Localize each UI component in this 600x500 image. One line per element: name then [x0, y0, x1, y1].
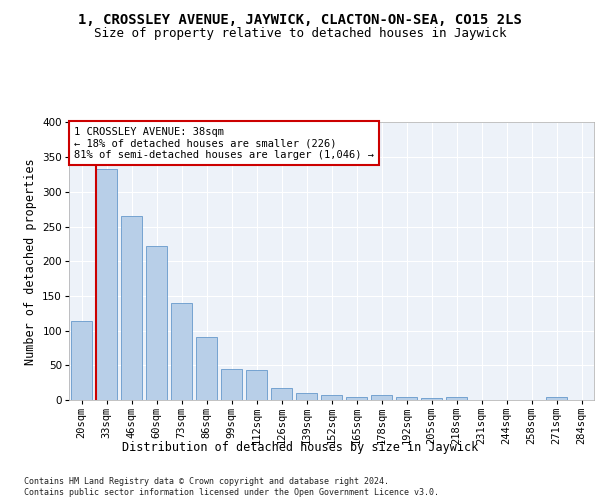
Text: 1, CROSSLEY AVENUE, JAYWICK, CLACTON-ON-SEA, CO15 2LS: 1, CROSSLEY AVENUE, JAYWICK, CLACTON-ON-…: [78, 12, 522, 26]
Bar: [146, 246, 167, 400]
Bar: [296, 393, 317, 400]
Text: Distribution of detached houses by size in Jaywick: Distribution of detached houses by size …: [122, 441, 478, 454]
Bar: [96, 169, 117, 400]
Bar: [396, 397, 417, 400]
Bar: [196, 337, 217, 400]
Text: Size of property relative to detached houses in Jaywick: Size of property relative to detached ho…: [94, 28, 506, 40]
Bar: [546, 396, 567, 400]
Bar: [446, 397, 467, 400]
Bar: [246, 370, 267, 400]
Text: 1 CROSSLEY AVENUE: 38sqm
← 18% of detached houses are smaller (226)
81% of semi-: 1 CROSSLEY AVENUE: 38sqm ← 18% of detach…: [74, 126, 374, 160]
Y-axis label: Number of detached properties: Number of detached properties: [24, 158, 37, 364]
Bar: [371, 395, 392, 400]
Text: Contains HM Land Registry data © Crown copyright and database right 2024.
Contai: Contains HM Land Registry data © Crown c…: [24, 478, 439, 497]
Bar: [121, 216, 142, 400]
Bar: [71, 321, 92, 400]
Bar: [421, 398, 442, 400]
Bar: [346, 396, 367, 400]
Bar: [271, 388, 292, 400]
Bar: [321, 395, 342, 400]
Bar: [221, 369, 242, 400]
Bar: [171, 303, 192, 400]
